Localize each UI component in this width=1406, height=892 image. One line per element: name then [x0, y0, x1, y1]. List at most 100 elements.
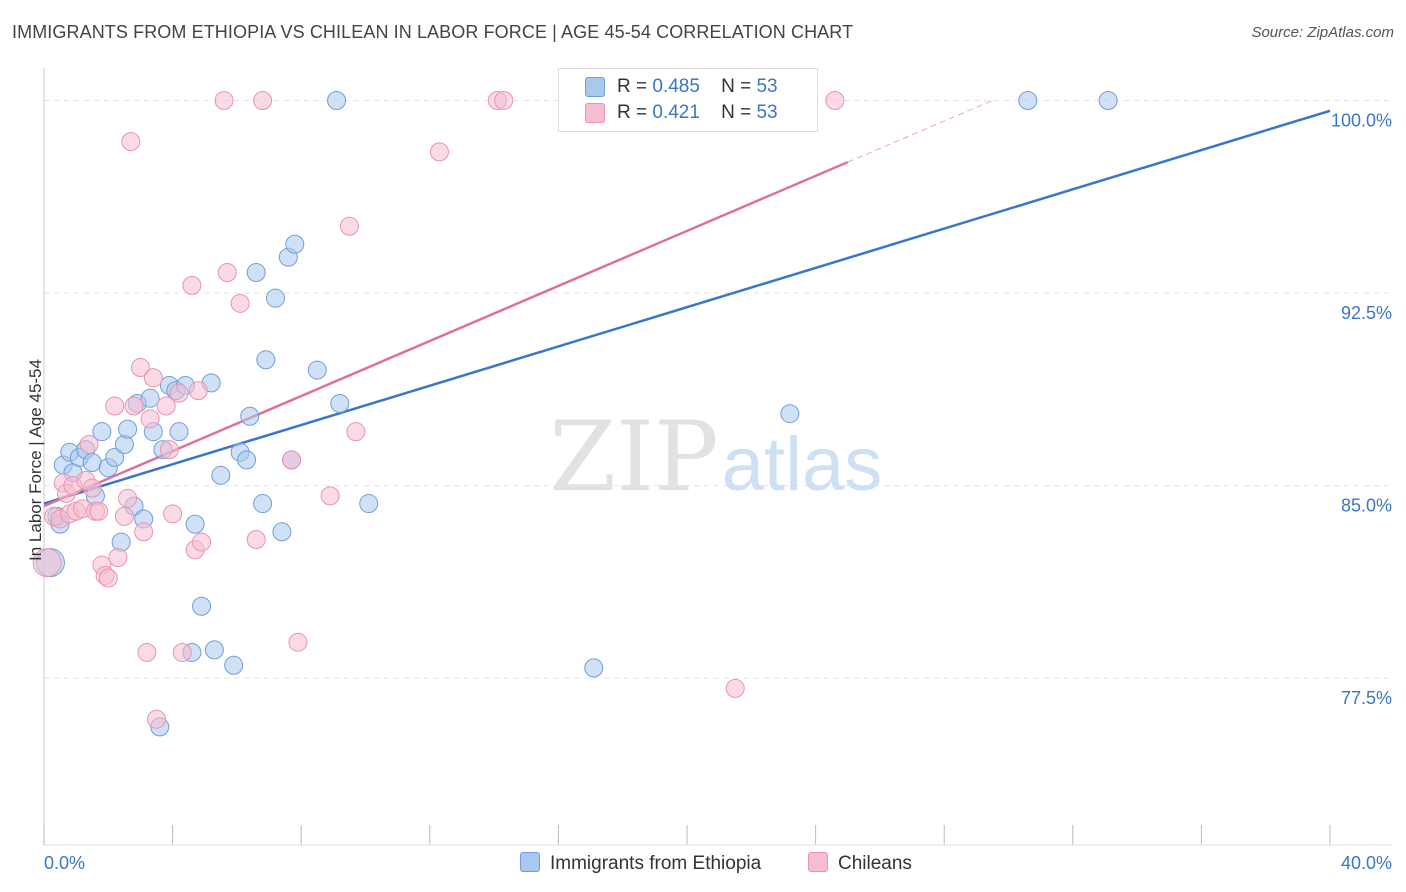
data-point	[182, 275, 202, 295]
data-point	[114, 506, 134, 526]
watermark-zip: ZIP	[549, 401, 718, 513]
data-point	[288, 632, 308, 652]
data-point	[82, 478, 102, 498]
watermark-atlas: atlas	[722, 422, 883, 507]
data-point	[494, 91, 514, 111]
bottom-legend-label-chileans: Chileans	[838, 853, 912, 874]
data-point	[143, 368, 163, 388]
data-point	[211, 465, 231, 485]
data-point	[246, 263, 266, 283]
data-point	[359, 494, 379, 514]
data-point	[237, 450, 257, 470]
data-point	[584, 658, 604, 678]
y-tick-label: 85.0%	[1341, 496, 1392, 516]
axes: 77.5% 85.0% 92.5% 100.0% 0.0% 40.0%	[43, 68, 1392, 873]
trend-line	[43, 109, 1331, 505]
data-point	[82, 452, 102, 472]
data-point	[169, 383, 189, 403]
bottom-legend-swatch-chileans	[808, 852, 828, 872]
legend-swatch-chileans	[585, 103, 605, 123]
stats-legend: R = 0.485 N = 53 R = 0.421 N = 53	[558, 68, 818, 132]
data-point	[327, 91, 347, 111]
bottom-legend-label-ethiopia: Immigrants from Ethiopia	[550, 853, 762, 874]
data-point	[240, 406, 260, 426]
y-tick-label: 100.0%	[1331, 111, 1392, 131]
data-point	[253, 494, 273, 514]
legend-n-value: 53	[756, 76, 778, 97]
data-point	[272, 522, 292, 542]
data-point	[192, 532, 212, 552]
data-point	[1098, 91, 1118, 111]
x-tick-label: 40.0%	[1341, 853, 1392, 873]
data-point	[169, 422, 189, 442]
trend-line-extension	[847, 100, 993, 163]
legend-n-label: N =	[721, 76, 752, 97]
data-point	[172, 642, 192, 662]
data-point	[147, 709, 167, 729]
data-point	[32, 548, 62, 578]
y-tick-label: 92.5%	[1341, 303, 1392, 323]
data-point	[224, 655, 244, 675]
legend-r-label: R =	[617, 102, 648, 123]
data-point	[282, 450, 302, 470]
data-point	[1018, 91, 1038, 111]
data-point	[320, 486, 340, 506]
data-point	[217, 263, 237, 283]
legend-n-value: 53	[756, 102, 778, 123]
data-point	[105, 396, 125, 416]
data-point	[204, 640, 224, 660]
data-point	[339, 216, 359, 236]
data-point	[256, 350, 276, 370]
data-point	[140, 409, 160, 429]
bottom-legend-chileans: Chileans	[808, 852, 912, 875]
data-point	[130, 357, 150, 377]
data-point	[265, 288, 285, 308]
data-points	[32, 91, 1118, 737]
data-point	[780, 404, 800, 424]
data-point	[92, 422, 112, 442]
legend-r-value: 0.485	[652, 76, 700, 97]
legend-r-label: R =	[617, 76, 648, 97]
bottom-legend-ethiopia: Immigrants from Ethiopia	[520, 852, 761, 875]
data-point	[346, 422, 366, 442]
data-point	[98, 568, 118, 588]
data-point	[246, 530, 266, 550]
data-point	[134, 522, 154, 542]
data-point	[137, 642, 157, 662]
data-point	[108, 547, 128, 567]
data-point	[725, 678, 745, 698]
data-point	[214, 91, 234, 111]
data-point	[330, 393, 350, 413]
legend-text-chileans: R = 0.421 N = 53	[617, 102, 778, 124]
data-point	[185, 514, 205, 534]
y-axis-label: In Labor Force | Age 45-54	[26, 359, 45, 561]
data-point	[114, 435, 134, 455]
y-tick-label: 77.5%	[1341, 688, 1392, 708]
legend-text-ethiopia: R = 0.485 N = 53	[617, 76, 778, 98]
data-point	[111, 532, 131, 552]
data-point	[825, 91, 845, 111]
data-point	[188, 381, 208, 401]
data-point	[307, 360, 327, 380]
data-point	[140, 388, 160, 408]
data-point	[253, 91, 273, 111]
data-point	[192, 596, 212, 616]
data-point	[163, 504, 183, 524]
legend-r-value: 0.421	[652, 102, 700, 123]
legend-swatch-ethiopia	[585, 77, 605, 97]
data-point	[230, 293, 250, 313]
data-point	[105, 447, 125, 467]
data-point	[124, 396, 144, 416]
legend-n-label: N =	[721, 102, 752, 123]
watermark: ZIP atlas	[549, 401, 882, 513]
chart-title: IMMIGRANTS FROM ETHIOPIA VS CHILEAN IN L…	[12, 22, 854, 42]
data-point	[429, 142, 449, 162]
data-point	[159, 440, 179, 460]
x-tick-label: 0.0%	[44, 853, 85, 873]
bottom-legend-swatch-ethiopia	[520, 852, 540, 872]
data-point	[89, 501, 109, 521]
data-point	[121, 132, 141, 152]
data-point	[118, 419, 138, 439]
data-point	[285, 234, 305, 254]
